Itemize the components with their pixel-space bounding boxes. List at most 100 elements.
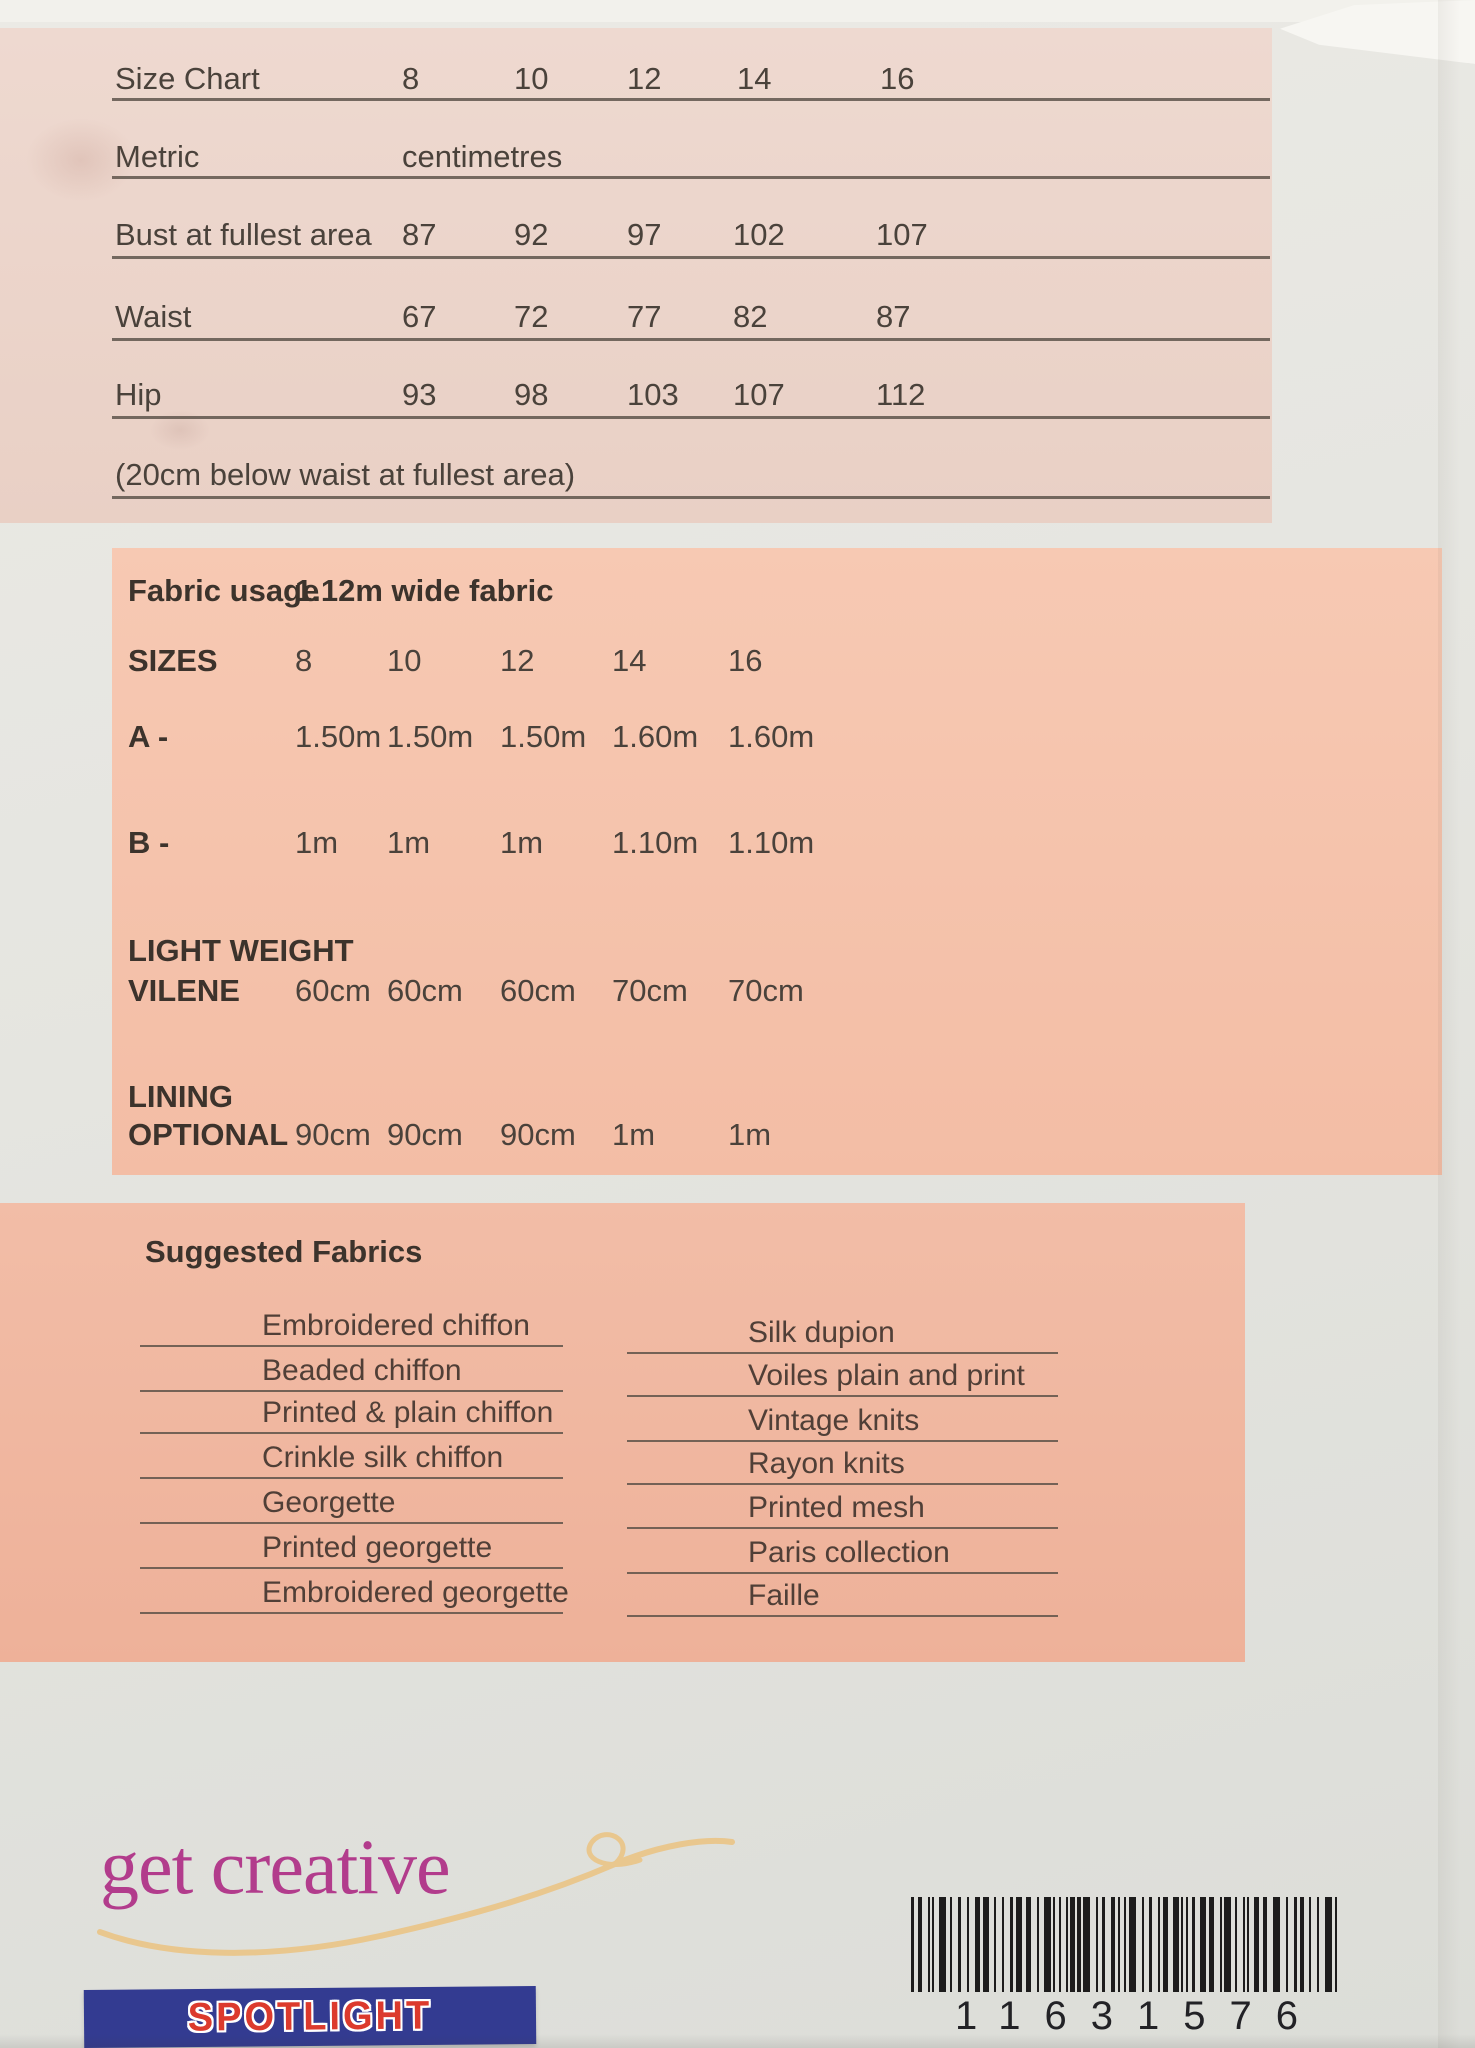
fabric-cell: 1.10m — [612, 825, 699, 860]
fabric-cell: 1.60m — [612, 719, 699, 754]
fabric-col-header: 8 — [295, 643, 313, 678]
swoosh-flourish-icon — [97, 1832, 735, 1956]
suggested-fabrics-panel: Suggested Fabrics Embroidered chiffon Be… — [0, 1203, 1245, 1662]
table-rule — [112, 416, 1270, 419]
fabric-cell: 90cm — [500, 1117, 576, 1152]
fabric-cell: 1m — [728, 1117, 772, 1152]
cell-value: 97 — [627, 217, 662, 252]
size-col-header: 16 — [880, 61, 915, 96]
fabric-list-item: Paris collection — [748, 1536, 950, 1569]
cell-value: 107 — [733, 377, 785, 412]
fabric-list-item: Faille — [748, 1579, 820, 1612]
metric-value: centimetres — [402, 139, 563, 174]
fabric-cell: 1.60m — [728, 719, 815, 754]
table-rule — [112, 338, 1270, 341]
fabric-list-item: Beaded chiffon — [262, 1354, 462, 1387]
paper-crease-bottom — [0, 2034, 1475, 2048]
paper-stain — [150, 410, 210, 450]
fabric-cell: 1m — [295, 825, 339, 860]
fabric-width-label: 1.12m wide fabric — [295, 573, 554, 608]
fabric-list-item: Embroidered chiffon — [262, 1309, 530, 1342]
table-rule — [112, 256, 1270, 259]
fabric-cell: 60cm — [387, 973, 463, 1008]
fabric-cell: 60cm — [500, 973, 576, 1008]
fabric-list-item: Printed & plain chiffon — [262, 1396, 554, 1429]
fabric-item-rule — [140, 1390, 563, 1392]
table-rule — [112, 496, 1270, 499]
fabric-list-item: Printed mesh — [748, 1491, 925, 1524]
paper-edge-top — [0, 0, 1475, 22]
cell-value: 82 — [733, 299, 768, 334]
size-chart-panel: Size Chart 8 10 12 14 16 Metric centimet… — [0, 28, 1272, 523]
barcode — [911, 1897, 1352, 1992]
row-label: Waist — [115, 299, 192, 334]
fabric-cell: 60cm — [295, 973, 371, 1008]
fabric-row-label: LIGHT WEIGHT — [128, 933, 354, 968]
fabric-row-label: OPTIONAL — [128, 1117, 289, 1152]
fabric-cell: 1m — [387, 825, 431, 860]
get-creative-tagline: get creative — [100, 1823, 451, 1910]
fabric-item-rule — [627, 1615, 1058, 1617]
fabric-row-label: LINING — [128, 1079, 234, 1114]
fabric-cell: 1.50m — [387, 719, 474, 754]
fabric-item-rule — [627, 1440, 1058, 1442]
fabric-item-rule — [140, 1612, 563, 1614]
fabric-row-label: A - — [128, 719, 169, 754]
fabric-row-label: B - — [128, 825, 170, 860]
barcode-number: 11631576 — [955, 1994, 1322, 2038]
fabric-row-label: VILENE — [128, 973, 240, 1008]
size-note: (20cm below waist at fullest area) — [115, 457, 576, 492]
row-label: Bust at fullest area — [115, 217, 372, 252]
fabric-cell: 1.50m — [295, 719, 382, 754]
size-chart-title: Size Chart — [115, 61, 260, 96]
fabric-cell: 1m — [500, 825, 544, 860]
metric-label: Metric — [115, 139, 200, 174]
fabric-item-rule — [627, 1352, 1058, 1354]
fabric-cell: 1.50m — [500, 719, 587, 754]
size-col-header: 8 — [402, 61, 420, 96]
fabric-list-item: Georgette — [262, 1486, 396, 1519]
fabric-item-rule — [627, 1572, 1058, 1574]
size-col-header: 10 — [514, 61, 549, 96]
fabric-item-rule — [627, 1527, 1058, 1529]
fabric-cell: 70cm — [728, 973, 804, 1008]
cell-value: 107 — [876, 217, 928, 252]
size-col-header: 14 — [737, 61, 772, 96]
fabric-list-item: Silk dupion — [748, 1316, 895, 1349]
sizes-label: SIZES — [128, 643, 218, 678]
fabric-cell: 90cm — [295, 1117, 371, 1152]
fabric-cell: 90cm — [387, 1117, 463, 1152]
paper-stain — [26, 118, 136, 202]
cell-value: 72 — [514, 299, 549, 334]
table-rule — [112, 98, 1270, 101]
cell-value: 102 — [733, 217, 785, 252]
fabric-list-item: Vintage knits — [748, 1404, 920, 1437]
cell-value: 92 — [514, 217, 549, 252]
table-rule — [112, 176, 1270, 179]
fabric-list-item: Rayon knits — [748, 1447, 905, 1480]
fabric-item-rule — [627, 1483, 1058, 1485]
size-col-header: 12 — [627, 61, 662, 96]
fabric-list-item: Printed georgette — [262, 1531, 493, 1564]
cell-value: 98 — [514, 377, 549, 412]
fabric-item-rule — [140, 1432, 563, 1434]
fabric-item-rule — [140, 1522, 563, 1524]
fabric-list-item: Crinkle silk chiffon — [262, 1441, 504, 1474]
fabric-cell: 1.10m — [728, 825, 815, 860]
cell-value: 87 — [876, 299, 911, 334]
suggested-fabrics-title: Suggested Fabrics — [145, 1234, 423, 1269]
fabric-item-rule — [627, 1395, 1058, 1397]
cell-value: 103 — [627, 377, 679, 412]
fabric-cell: 70cm — [612, 973, 688, 1008]
fabric-col-header: 16 — [728, 643, 763, 678]
paper-fold-right — [1438, 0, 1475, 2048]
fabric-item-rule — [140, 1345, 563, 1347]
cell-value: 67 — [402, 299, 437, 334]
fabric-cell: 1m — [612, 1117, 656, 1152]
fabric-item-rule — [140, 1567, 563, 1569]
fabric-usage-panel: Fabric usage 1.12m wide fabric SIZES 8 1… — [112, 548, 1442, 1175]
cell-value: 77 — [627, 299, 662, 334]
fabric-col-header: 12 — [500, 643, 535, 678]
fabric-list-item: Embroidered georgette — [262, 1576, 569, 1609]
